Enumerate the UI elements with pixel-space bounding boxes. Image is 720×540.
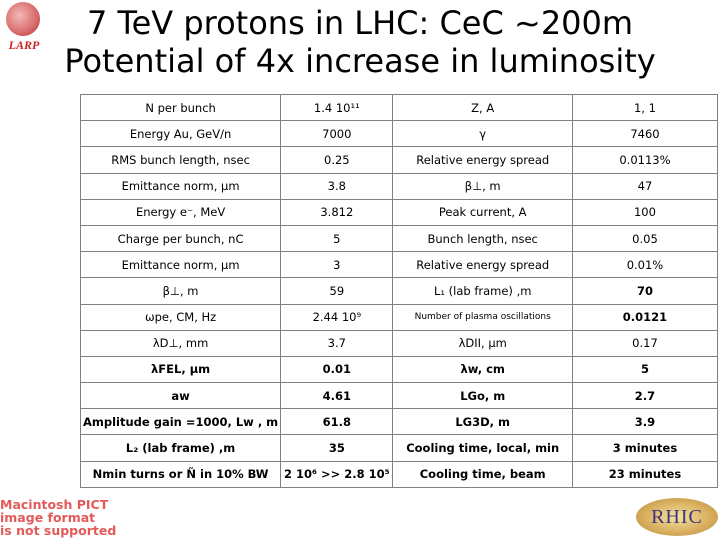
table-cell: 4.61 — [280, 382, 394, 410]
table-row: β⊥, m 59 L₁ (lab frame) ,m 70 — [79, 277, 719, 305]
table-cell: Charge per bunch, nC — [79, 224, 282, 253]
table-cell: 1.4 10¹¹ — [280, 93, 394, 122]
table-cell: Energy e⁻, MeV — [79, 198, 282, 226]
table-cell: 35 — [280, 434, 394, 462]
table-cell: Relative energy spread — [392, 146, 573, 174]
table-cell: N per bunch — [79, 93, 282, 122]
table-cell: Relative energy spread — [392, 251, 573, 279]
table-cell: 0.01 — [280, 355, 394, 384]
table-cell: L₂ (lab frame) ,m — [79, 434, 282, 462]
table-cell: L₁ (lab frame) ,m — [392, 277, 573, 305]
table-cell: λw, cm — [392, 355, 573, 384]
table-cell: 3.8 — [280, 172, 394, 200]
table-cell: Cooling time, local, min — [392, 434, 573, 462]
slide-title-line-2: Potential of 4x increase in luminosity — [64, 42, 656, 80]
rhic-logo: RHIC — [636, 498, 718, 536]
table-row: N per bunch 1.4 10¹¹ Z, A 1, 1 — [79, 93, 719, 122]
parameters-table: N per bunch 1.4 10¹¹ Z, A 1, 1 Energy Au, Ge… — [79, 93, 719, 488]
table-cell: 0.17 — [571, 329, 719, 357]
table-cell: aw — [79, 382, 282, 410]
pict-notice-line: image format — [0, 510, 96, 525]
table-cell: 0.0113% — [571, 146, 719, 174]
table-row: aw 4.61 LGo, m 2.7 — [79, 382, 719, 410]
table-cell: Emittance norm, µm — [79, 172, 282, 200]
table-cell: γ — [392, 120, 573, 148]
pict-unsupported-notice: Macintosh PICT image format is not suppo… — [0, 498, 150, 537]
table-cell: β⊥, m — [392, 172, 573, 200]
slide-title: 7 TeV protons in LHC: CeC ~200m Potentia… — [0, 4, 720, 80]
table-cell: 23 minutes — [571, 460, 719, 488]
table-row: λD⊥, mm 3.7 λDII, µm 0.17 — [79, 329, 719, 357]
table-row: Nmin turns or Ñ in 10% BW 2 10⁶ >> 2.8 10… — [79, 460, 719, 488]
table-cell: Cooling time, beam — [392, 460, 573, 488]
table-cell: Bunch length, nsec — [392, 224, 573, 253]
table-cell: Emittance norm, µm — [79, 251, 282, 279]
table-cell: 2.44 10⁹ — [280, 303, 394, 331]
table-cell: LGo, m — [392, 382, 573, 410]
table-cell: 2 10⁶ >> 2.8 10⁵ — [280, 460, 394, 488]
table-row: RMS bunch length, nsec 0.25 Relative energ… — [79, 146, 719, 174]
table-cell: 70 — [571, 277, 719, 305]
table-cell: RMS bunch length, nsec — [79, 146, 282, 174]
table-cell: 0.0121 — [571, 303, 719, 331]
table-cell: λD⊥, mm — [79, 329, 282, 357]
table-cell: λFEL, µm — [79, 355, 282, 384]
table-cell: Nmin turns or Ñ in 10% BW — [79, 460, 282, 488]
table-cell: 0.01% — [571, 251, 719, 279]
table-cell: 5 — [280, 224, 394, 253]
table-cell: 100 — [571, 198, 719, 226]
pict-notice-line: Macintosh PICT — [0, 497, 109, 512]
table-cell: Energy Au, GeV/n — [79, 120, 282, 148]
table-cell: LG3D, m — [392, 408, 573, 436]
table-cell: β⊥, m — [79, 277, 282, 305]
table-cell: 2.7 — [571, 382, 719, 410]
table-row: Emittance norm, µm 3.8 β⊥, m 47 — [79, 172, 719, 200]
slide-title-line-1: 7 TeV protons in LHC: CeC ~200m — [86, 4, 634, 42]
larp-logo-emblem — [6, 2, 40, 36]
table-row: λFEL, µm 0.01 λw, cm 5 — [79, 355, 719, 384]
larp-logo: LARP — [2, 2, 46, 58]
table-cell: Z, A — [392, 93, 573, 122]
table-cell: 3.7 — [280, 329, 394, 357]
table-cell: 47 — [571, 172, 719, 200]
pict-notice-line: is not supported — [0, 523, 117, 538]
table-cell: 1, 1 — [571, 93, 719, 122]
table-row: Energy e⁻, MeV 3.812 Peak current, A 100 — [79, 198, 719, 226]
larp-logo-text: LARP — [8, 38, 40, 52]
table-row: L₂ (lab frame) ,m 35 Cooling time, local, … — [79, 434, 719, 462]
table-row: Charge per bunch, nC 5 Bunch length, nsec 0… — [79, 224, 719, 253]
table-cell: Peak current, A — [392, 198, 573, 226]
table-cell: ωpe, CM, Hz — [79, 303, 282, 331]
table-row: Emittance norm, µm 3 Relative energy sprea… — [79, 251, 719, 279]
table-cell: 5 — [571, 355, 719, 384]
table-cell: 3.9 — [571, 408, 719, 436]
table-cell: 0.05 — [571, 224, 719, 253]
table-cell: λDII, µm — [392, 329, 573, 357]
table-row: Energy Au, GeV/n 7000 γ 7460 — [79, 120, 719, 148]
table-cell: 3.812 — [280, 198, 394, 226]
table-cell: Amplitude gain =1000, Lw , m — [79, 408, 282, 436]
table-cell: Number of plasma oscillations — [392, 303, 573, 331]
rhic-logo-text: RHIC — [651, 505, 703, 528]
table-cell: 61.8 — [280, 408, 394, 436]
table-row: ωpe, CM, Hz 2.44 10⁹ Number of plasma osci… — [79, 303, 719, 331]
table-cell: 7000 — [280, 120, 394, 148]
table-cell: 3 — [280, 251, 394, 279]
table-cell: 3 minutes — [571, 434, 719, 462]
table-cell: 7460 — [571, 120, 719, 148]
table-cell: 0.25 — [280, 146, 394, 174]
table-cell: 59 — [280, 277, 394, 305]
